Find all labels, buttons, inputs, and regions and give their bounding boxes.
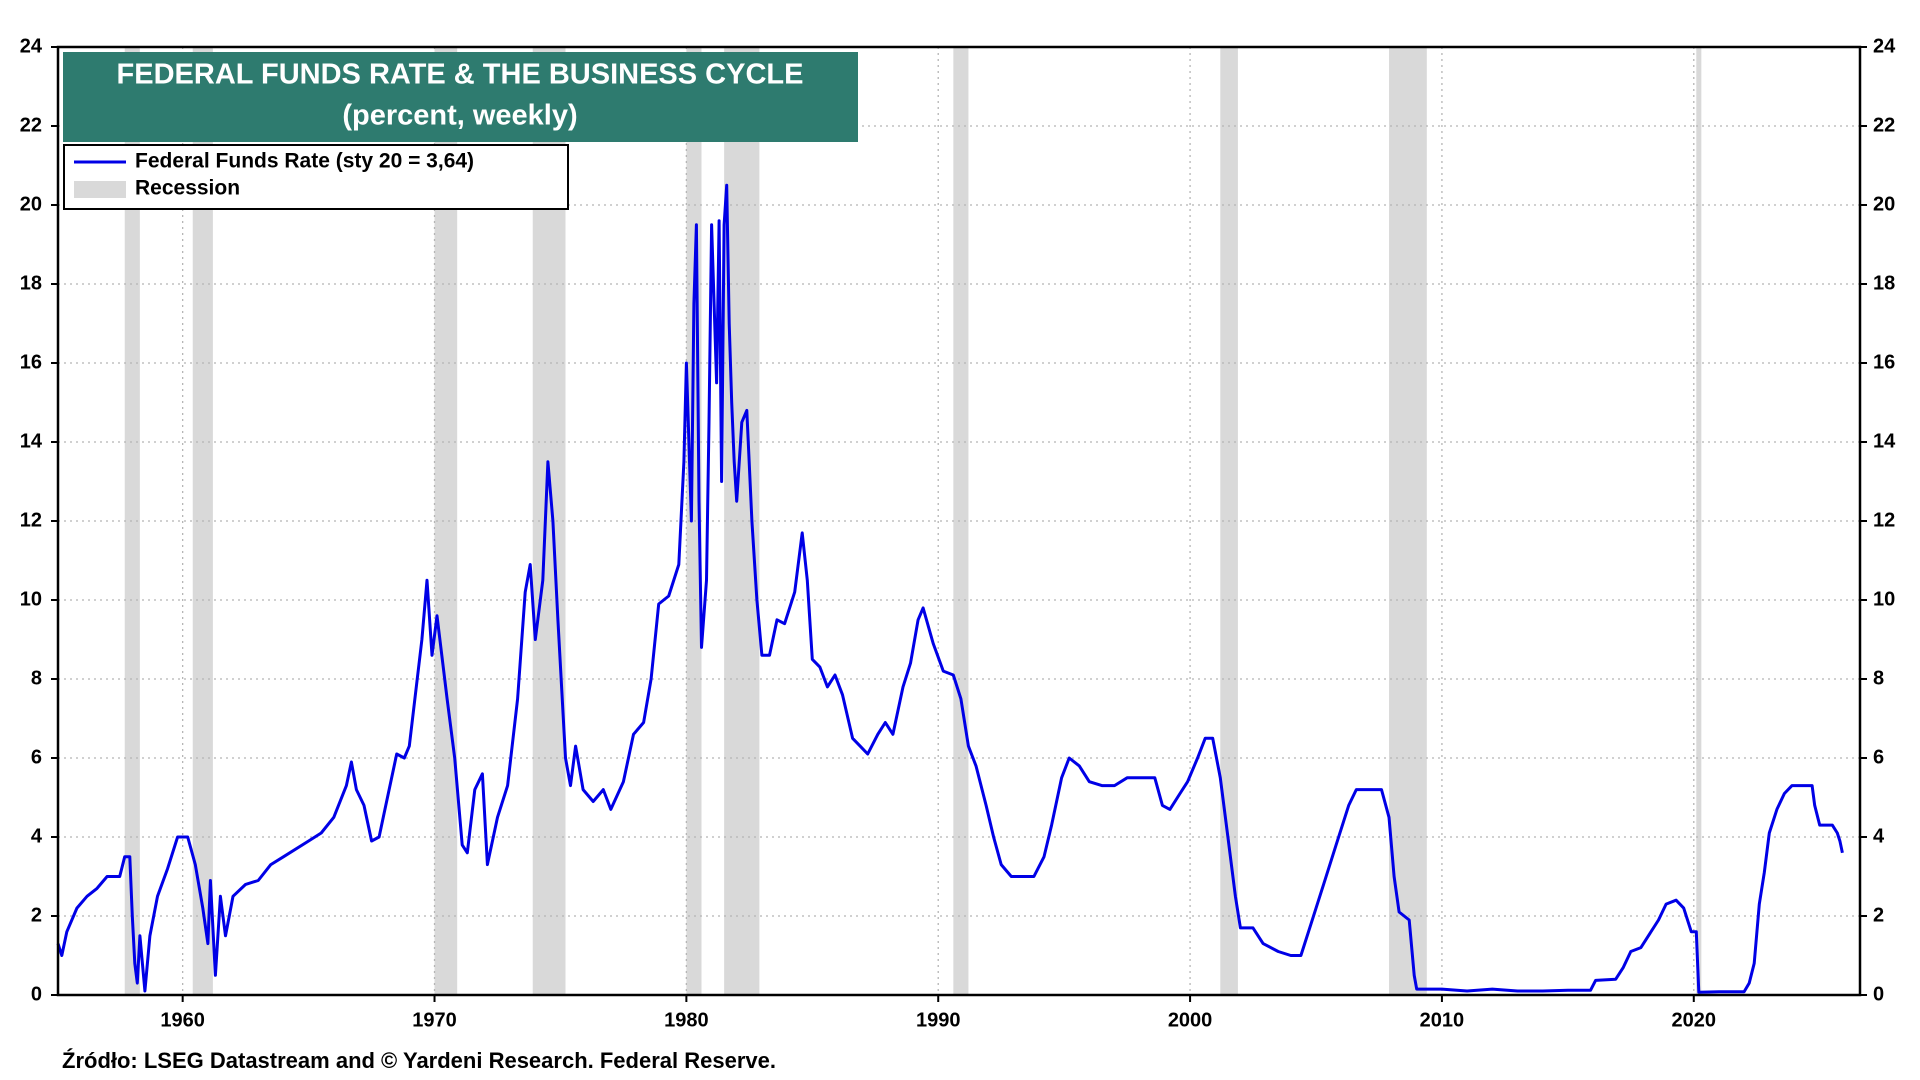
y-tick-label: 12 — [20, 509, 42, 531]
y2-tick-label: 10 — [1873, 588, 1895, 610]
legend-swatch — [74, 181, 126, 198]
y-tick-label: 20 — [20, 193, 42, 215]
legend-label: Federal Funds Rate (sty 20 = 3,64) — [135, 150, 474, 173]
x-tick-label: 1980 — [664, 1009, 709, 1031]
y-tick-label: 24 — [20, 35, 43, 57]
y2-tick-label: 6 — [1873, 746, 1884, 768]
y2-tick-label: 4 — [1873, 825, 1885, 847]
chart-subtitle: (percent, weekly) — [342, 100, 577, 132]
y2-tick-label: 22 — [1873, 114, 1895, 136]
y2-tick-label: 8 — [1873, 667, 1884, 689]
y2-tick-label: 14 — [1873, 430, 1896, 452]
y-tick-label: 18 — [20, 272, 42, 294]
x-tick-label: 1970 — [412, 1009, 457, 1031]
y2-tick-label: 12 — [1873, 509, 1895, 531]
chart-title: FEDERAL FUNDS RATE & THE BUSINESS CYCLE — [117, 59, 804, 91]
x-tick-label: 1960 — [160, 1009, 205, 1031]
recession-band — [1696, 47, 1702, 995]
y2-tick-label: 18 — [1873, 272, 1895, 294]
legend-box — [63, 144, 569, 210]
plot-frame — [56, 45, 1862, 997]
y-tick-label: 16 — [20, 351, 42, 373]
y2-tick-label: 24 — [1873, 35, 1896, 57]
x-tick-label: 2000 — [1168, 1009, 1213, 1031]
y-tick-label: 22 — [20, 114, 42, 136]
legend: Federal Funds Rate (sty 20 = 3,64) Reces… — [63, 144, 569, 210]
y2-tick-label: 16 — [1873, 351, 1895, 373]
source-note: Źródło: LSEG Datastream and © Yardeni Re… — [62, 1048, 776, 1073]
x-tick-label: 2010 — [1420, 1009, 1465, 1031]
y2-tick-label: 20 — [1873, 193, 1895, 215]
recession-band — [953, 47, 969, 995]
y-tick-label: 0 — [31, 983, 42, 1005]
y-tick-label: 6 — [31, 746, 42, 768]
legend-label: Recession — [135, 177, 240, 200]
series-line — [56, 183, 1844, 994]
y-tick-label: 2 — [31, 904, 42, 926]
y-tick-label: 10 — [20, 588, 42, 610]
y-tick-label: 8 — [31, 667, 42, 689]
recession-band — [434, 47, 458, 995]
y-tick-label: 4 — [31, 825, 43, 847]
y-tick-label: 14 — [20, 430, 43, 452]
y2-tick-label: 0 — [1873, 983, 1884, 1005]
x-tick-label: 1990 — [916, 1009, 961, 1031]
title-box — [63, 52, 858, 142]
y2-tick-label: 2 — [1873, 904, 1884, 926]
x-tick-label: 2020 — [1672, 1009, 1717, 1031]
